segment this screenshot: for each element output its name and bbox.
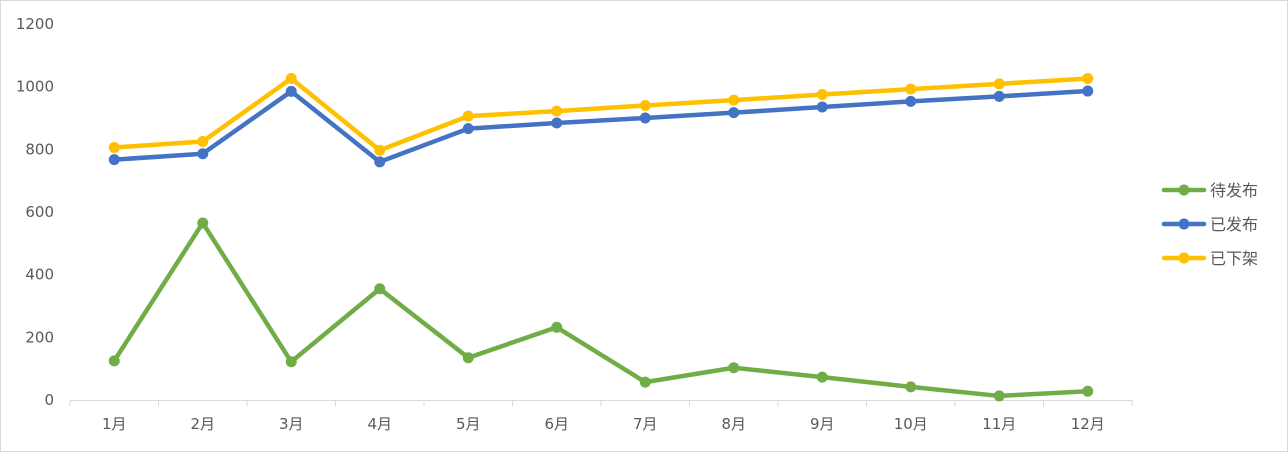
data-point <box>993 390 1005 402</box>
x-tick-label: 1月 <box>102 415 127 433</box>
x-tick-label: 8月 <box>721 415 746 433</box>
x-tick-label: 11月 <box>982 415 1016 433</box>
data-point <box>1082 85 1094 97</box>
data-point <box>905 83 917 95</box>
series-line <box>112 220 1090 399</box>
x-tick-label: 5月 <box>456 415 481 433</box>
y-tick-label: 0 <box>44 391 54 409</box>
legend-label: 已发布 <box>1210 215 1258 234</box>
x-tick-label: 10月 <box>894 415 928 433</box>
series-line <box>112 76 1090 153</box>
data-point <box>905 381 917 393</box>
data-point <box>816 101 828 113</box>
data-point <box>551 117 563 129</box>
data-point <box>197 136 209 147</box>
y-axis-tick-labels: 0 200 400 600 800 1000 1200 <box>16 15 54 409</box>
legend-swatch-marker <box>1178 218 1190 230</box>
data-point <box>108 355 120 367</box>
data-point <box>1082 385 1094 397</box>
legend-swatch-marker <box>1178 184 1190 196</box>
data-point <box>639 112 651 124</box>
legend-swatch-marker <box>1178 252 1190 264</box>
data-point <box>639 376 651 388</box>
data-point <box>639 99 651 111</box>
series-line <box>112 88 1090 165</box>
data-point <box>374 144 386 156</box>
y-tick-label: 800 <box>25 140 54 158</box>
x-tick-label: 12月 <box>1071 415 1105 433</box>
legend-item: 已下架 <box>1161 249 1258 268</box>
data-point <box>551 321 563 333</box>
data-point <box>728 362 740 374</box>
data-point <box>993 90 1005 102</box>
series-1 <box>108 85 1094 168</box>
data-point <box>197 217 209 229</box>
data-point <box>728 107 740 119</box>
legend-label: 待发布 <box>1210 181 1258 200</box>
y-tick-label: 400 <box>25 266 54 284</box>
data-point <box>197 148 209 160</box>
y-tick-label: 600 <box>25 203 54 221</box>
legend-label: 已下架 <box>1210 249 1258 268</box>
x-tick-label: 2月 <box>190 415 215 433</box>
data-point <box>551 105 563 117</box>
x-axis-tick-labels: 1月 2月 3月 4月 5月 6月 7月 8月 9月 10月 11月 12月 <box>102 415 1105 433</box>
series-layer <box>108 73 1094 402</box>
data-point <box>374 156 386 168</box>
legend-item: 已发布 <box>1161 215 1258 234</box>
data-point <box>108 154 120 166</box>
series-2 <box>108 73 1094 156</box>
x-tick-label: 6月 <box>544 415 569 433</box>
y-tick-label: 200 <box>25 328 54 346</box>
data-point <box>816 371 828 383</box>
x-tick-label: 7月 <box>633 415 658 433</box>
data-point <box>462 352 474 364</box>
data-point <box>993 78 1005 90</box>
data-point <box>108 141 120 153</box>
x-tick-label: 9月 <box>810 415 835 433</box>
data-point <box>816 89 828 100</box>
data-point <box>374 283 386 295</box>
data-point <box>905 95 917 107</box>
series-0 <box>108 217 1094 402</box>
data-point <box>285 73 297 85</box>
data-point <box>285 85 297 97</box>
y-tick-label: 1000 <box>16 78 54 96</box>
x-tick-label: 4月 <box>367 415 392 433</box>
data-point <box>285 356 297 368</box>
data-point <box>1082 73 1094 85</box>
legend-item: 待发布 <box>1161 181 1258 200</box>
data-point <box>462 123 474 135</box>
x-tick-label: 3月 <box>279 415 304 433</box>
y-tick-label: 1200 <box>16 15 54 33</box>
data-point <box>462 110 474 122</box>
x-axis-ticks <box>69 400 1133 406</box>
data-point <box>728 94 740 106</box>
